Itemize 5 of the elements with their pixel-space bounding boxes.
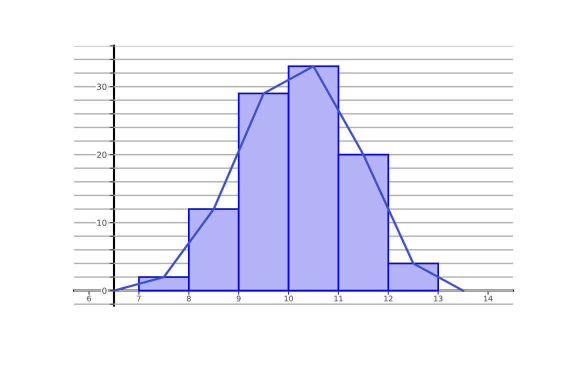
y-tick-label: 30 — [97, 84, 106, 90]
line-series — [112, 65, 464, 292]
y-tick-label: 10 — [97, 220, 106, 226]
y-tick-label: 20 — [97, 152, 106, 158]
y-tick-label: 0 — [102, 288, 106, 294]
